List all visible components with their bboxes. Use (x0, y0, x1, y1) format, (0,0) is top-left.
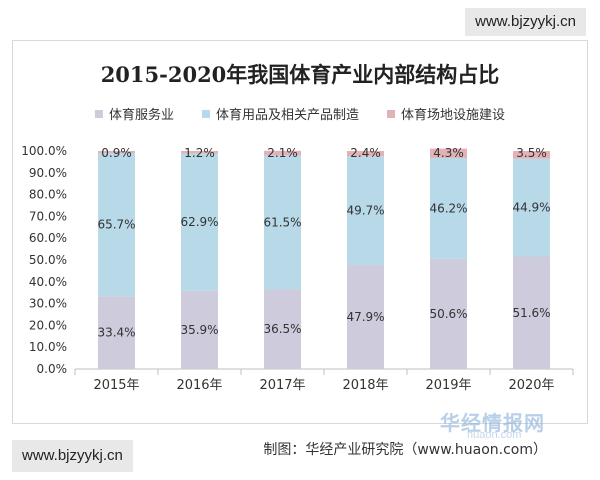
x-tick-label: 2019年 (425, 378, 471, 393)
y-tick-label: 80.0% (29, 188, 67, 202)
bar-segment (347, 151, 384, 157)
bar-segment (98, 296, 135, 369)
chart-plot: 0.0% 10.0% 20.0% 30.0% 40.0% 50.0% 60.0% 70.0% 8… (21, 144, 574, 393)
bar-segment (181, 290, 218, 369)
x-tick-label: 2015年 (93, 378, 139, 393)
data-label-service: 50.6% (429, 307, 467, 321)
y-tick-label: 90.0% (29, 166, 67, 180)
data-label-service: 35.9% (180, 323, 218, 337)
y-tick-label: 20.0% (29, 318, 67, 332)
data-label-service: 51.6% (512, 306, 550, 320)
data-label-facilities: 0.9% (101, 146, 132, 160)
data-label-service: 47.9% (346, 310, 384, 324)
data-label-facilities: 4.3% (433, 146, 464, 160)
data-label-service: 36.5% (263, 322, 301, 336)
chart-title: 2015-2020年我国体育产业内部结构占比 (100, 62, 500, 87)
y-tick-label: 10.0% (29, 340, 67, 354)
chart-frame: 2015-2020年我国体育产业内部结构占比 体育服务业 体育用品及相关产品制造… (12, 40, 588, 458)
bar-segment (430, 157, 467, 259)
bar-segment (264, 155, 301, 290)
bar-segment (181, 153, 218, 291)
data-label-manufacturing: 46.2% (429, 201, 467, 215)
data-label-manufacturing: 65.7% (97, 218, 135, 232)
data-label-manufacturing: 49.7% (346, 203, 384, 217)
bar-segment (98, 151, 135, 153)
bar-segment (347, 264, 384, 369)
data-label-facilities: 2.4% (350, 146, 381, 160)
y-tick-label: 40.0% (29, 275, 67, 289)
bar-segment (513, 158, 550, 257)
data-label-service: 33.4% (97, 326, 135, 340)
y-tick-label: 100.0% (21, 144, 67, 158)
watermark-top: www.bjzyykj.cn (465, 8, 586, 36)
data-label-manufacturing: 62.9% (180, 215, 218, 229)
legend-item-facilities: 体育场地设施建设 (387, 104, 505, 123)
bar-segment (264, 150, 301, 156)
bar-segment (430, 148, 467, 158)
y-tick-label: 30.0% (29, 297, 67, 311)
x-tick-label: 2018年 (342, 378, 388, 393)
bar-segment (98, 152, 135, 297)
bar-segment (264, 289, 301, 369)
y-tick-label: 60.0% (29, 231, 67, 245)
chart-credit: 制图：华经产业研究院（www.huaon.com） (263, 442, 547, 458)
bar-segment (347, 156, 384, 265)
x-tick-label: 2017年 (259, 378, 305, 393)
y-tick-label: 70.0% (29, 209, 67, 223)
chart-legend: 体育服务业 体育用品及相关产品制造 体育场地设施建设 (13, 104, 587, 123)
legend-item-manufacturing: 体育用品及相关产品制造 (201, 104, 359, 123)
legend-item-service: 体育服务业 (94, 104, 174, 123)
data-label-facilities: 2.1% (267, 146, 298, 160)
legend-label-service: 体育服务业 (108, 108, 174, 123)
data-label-facilities: 3.5% (516, 146, 547, 160)
bar-segment (513, 151, 550, 159)
data-label-manufacturing: 61.5% (263, 215, 301, 229)
legend-swatch-manufacturing (201, 109, 210, 118)
watermark-bottom: www.bjzyykj.cn (12, 440, 133, 472)
x-tick-label: 2016年 (176, 378, 222, 393)
legend-swatch-service (94, 109, 103, 118)
bar-segment (430, 258, 467, 369)
legend-label-facilities: 体育场地设施建设 (401, 108, 506, 123)
legend-label-manufacturing: 体育用品及相关产品制造 (215, 108, 359, 123)
data-label-facilities: 1.2% (184, 146, 215, 160)
x-tick-label: 2020年 (508, 378, 554, 393)
y-tick-label: 0.0% (37, 362, 68, 376)
legend-swatch-facilities (387, 109, 395, 118)
logo-watermark: 华经情报网 (440, 411, 545, 435)
data-label-manufacturing: 44.9% (512, 201, 550, 215)
logo-watermark-sub: huaon.com (467, 429, 522, 441)
bar-segment (181, 151, 218, 154)
y-tick-label: 50.0% (29, 253, 67, 267)
bar-segment (513, 256, 550, 369)
